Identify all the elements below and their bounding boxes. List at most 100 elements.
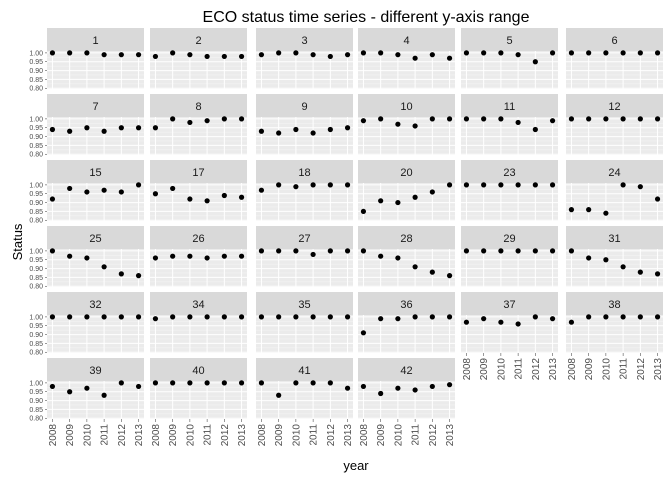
facet-strip-label: 12 xyxy=(608,101,620,113)
data-point xyxy=(293,126,299,133)
data-point xyxy=(532,126,538,133)
facet-strip xyxy=(150,226,247,249)
facet-strip xyxy=(47,28,144,51)
panel-background xyxy=(150,183,247,221)
data-point xyxy=(637,184,643,190)
facet-strip-label: 42 xyxy=(400,365,412,377)
data-point xyxy=(446,273,453,279)
panel-background xyxy=(47,51,144,89)
data-point xyxy=(344,248,351,254)
data-point xyxy=(276,248,282,254)
x-tick-label: 2008 xyxy=(257,424,268,447)
x-tick-label: 2012 xyxy=(326,424,337,447)
facet-panel-20: 20 xyxy=(358,160,455,221)
facet-grid: 10.800.850.900.951.002 3 4 5 670.800.850.900… xyxy=(29,28,664,446)
facet-panel-37: 37 2008 2009 2010 2011 2012 2013 xyxy=(461,292,559,380)
data-point xyxy=(170,185,176,192)
facet-panel-7: 7 0.80 0.85 0.90 0.95 1.00 xyxy=(29,94,144,159)
panel-background xyxy=(256,117,353,155)
x-tick-label: 2010 xyxy=(393,424,404,447)
x-tick-label: 2013 xyxy=(445,424,456,447)
data-point xyxy=(84,314,90,320)
data-point xyxy=(204,198,210,204)
y-tick-label: 0.80 xyxy=(29,284,43,291)
x-tick-label: 2010 xyxy=(291,424,302,447)
x-tick-label: 2008 xyxy=(151,424,162,447)
data-point xyxy=(204,380,210,386)
data-point xyxy=(118,314,124,320)
data-point xyxy=(378,390,384,397)
facet-panel-32: 32 0.80 0.85 0.90 0.95 1.00 xyxy=(29,292,144,357)
y-tick-label: 0.95 xyxy=(29,125,43,132)
y-tick-label: 0.90 xyxy=(29,398,43,405)
data-point xyxy=(549,248,556,254)
x-tick-label: 2009 xyxy=(479,358,490,381)
data-point xyxy=(238,314,245,320)
data-point xyxy=(429,189,435,195)
data-point xyxy=(258,52,265,58)
data-point xyxy=(344,385,351,391)
facet-strip xyxy=(358,358,455,381)
facet-strip-label: 15 xyxy=(89,167,101,179)
data-point xyxy=(620,314,626,320)
data-point xyxy=(532,248,538,254)
data-point xyxy=(395,52,401,58)
data-point xyxy=(395,255,401,261)
panel-background xyxy=(256,381,353,419)
data-point xyxy=(221,53,227,60)
data-point xyxy=(101,314,107,320)
data-point xyxy=(310,52,316,58)
x-tick-label: 2011 xyxy=(203,424,214,446)
facet-panel-15: 15 0.80 0.85 0.90 0.95 1.00 xyxy=(29,160,144,225)
data-point xyxy=(170,380,176,386)
facet-strip-label: 11 xyxy=(504,101,515,113)
data-point xyxy=(637,314,643,320)
data-point xyxy=(498,182,504,188)
data-point xyxy=(67,389,73,395)
data-point xyxy=(170,253,176,259)
data-point xyxy=(310,314,316,320)
facet-strip xyxy=(256,358,353,381)
facet-panel-26: 26 xyxy=(150,226,247,287)
x-tick-label: 2008 xyxy=(359,424,370,447)
data-point xyxy=(654,314,661,320)
facet-strip-label: 17 xyxy=(192,167,204,179)
data-point xyxy=(135,273,142,279)
data-point xyxy=(446,314,453,320)
data-point xyxy=(603,116,609,122)
data-point xyxy=(310,380,316,386)
data-point xyxy=(395,316,401,322)
data-point xyxy=(49,314,56,320)
data-point xyxy=(170,314,176,320)
x-tick-label: 2011 xyxy=(514,358,525,380)
data-point xyxy=(187,119,193,126)
y-tick-label: 1.00 xyxy=(29,50,43,57)
data-point xyxy=(204,255,210,261)
facet-strip xyxy=(566,28,663,51)
data-point xyxy=(221,314,227,320)
x-tick-label: 2010 xyxy=(496,358,507,381)
data-point xyxy=(84,125,90,131)
facet-strip xyxy=(461,226,558,249)
data-point xyxy=(344,314,351,320)
facet-strip-label: 6 xyxy=(611,35,617,47)
facet-panel-23: 23 xyxy=(461,160,558,221)
data-point xyxy=(187,196,193,202)
x-tick-label: 2013 xyxy=(653,358,664,381)
x-tick-label: 2013 xyxy=(343,424,354,447)
data-point xyxy=(412,123,418,129)
data-point xyxy=(293,248,299,254)
panel-background xyxy=(256,249,353,287)
data-point xyxy=(258,314,265,320)
data-point xyxy=(515,182,521,188)
data-point xyxy=(378,116,384,122)
data-point xyxy=(549,182,556,188)
facet-strip xyxy=(461,160,558,183)
data-point xyxy=(327,182,333,188)
y-tick-label: 0.80 xyxy=(29,416,43,423)
y-tick-label: 0.90 xyxy=(29,332,43,339)
facet-strip-label: 26 xyxy=(192,233,204,245)
panel-background xyxy=(358,381,455,419)
facet-strip-label: 29 xyxy=(503,233,515,245)
